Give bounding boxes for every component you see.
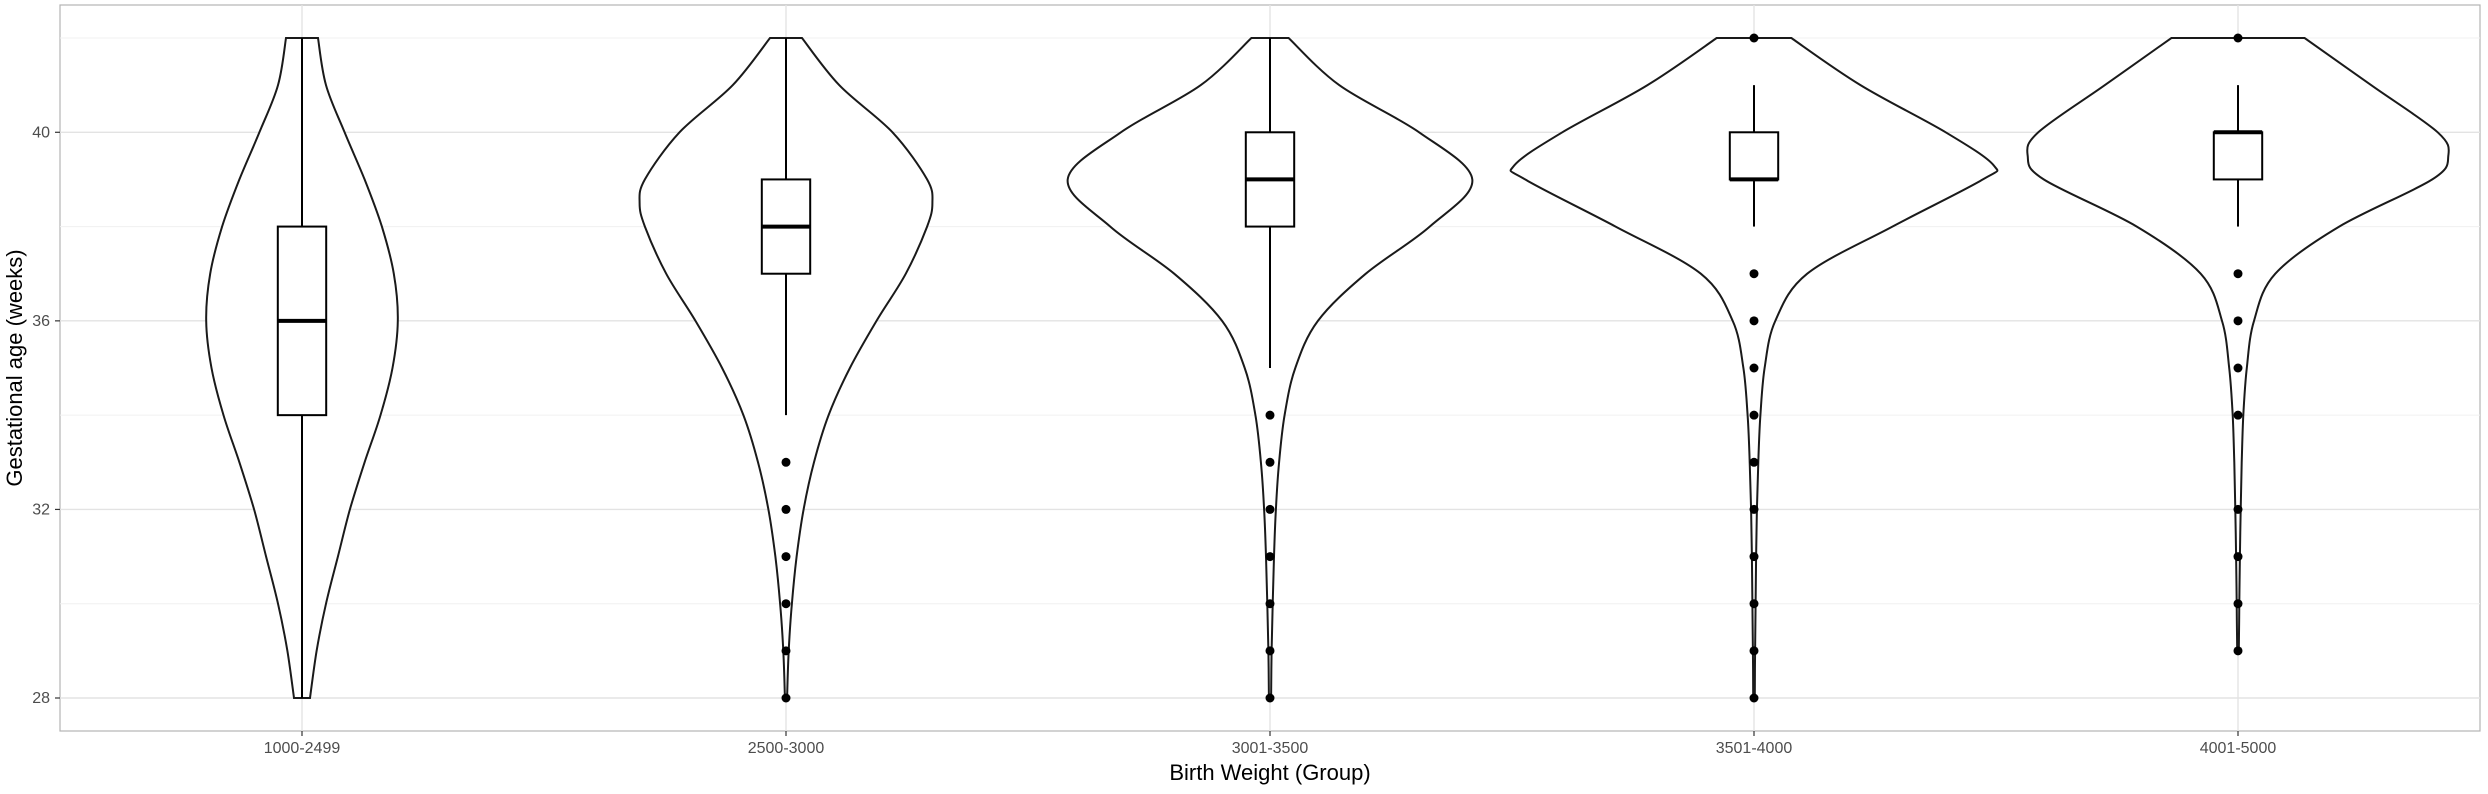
outlier-point (781, 552, 791, 562)
box-3501-4000 (1728, 131, 1780, 181)
x-tick-label: 3001-3500 (1232, 740, 1309, 757)
outlier-point (2233, 33, 2243, 43)
outlier-point (1265, 646, 1275, 656)
outlier-point (1749, 693, 1759, 703)
outlier-point (1749, 410, 1759, 420)
boxplots (276, 38, 2264, 698)
y-tick-label: 36 (32, 313, 50, 330)
outlier-point (1749, 33, 1759, 43)
outlier-point (1265, 552, 1275, 562)
outlier-point (781, 599, 791, 609)
outlier-point (2233, 504, 2243, 514)
outlier-point (1749, 363, 1759, 373)
outlier-point (2233, 410, 2243, 420)
outlier-points (781, 33, 2243, 703)
outlier-point (1749, 316, 1759, 326)
outlier-point (1749, 599, 1759, 609)
outlier-point (1265, 599, 1275, 609)
y-tick-label: 32 (32, 501, 50, 518)
y-tick-label: 28 (32, 690, 50, 707)
outlier-point (781, 457, 791, 467)
outlier-point (1749, 269, 1759, 279)
outlier-point (2233, 552, 2243, 562)
x-axis-title: Birth Weight (Group) (1169, 760, 1370, 785)
outlier-point (2233, 363, 2243, 373)
x-tick-label: 1000-2499 (264, 740, 341, 757)
outlier-point (2233, 599, 2243, 609)
outlier-point (2233, 646, 2243, 656)
outlier-point (781, 693, 791, 703)
outlier-point (2233, 269, 2243, 279)
box-4001-5000 (2212, 131, 2264, 181)
x-tick-label: 2500-3000 (748, 740, 825, 757)
x-axis-ticks: 1000-2499 2500-3000 3001-3500 3501-4000 4001… (264, 731, 2277, 757)
outlier-point (781, 504, 791, 514)
outlier-point (781, 646, 791, 656)
outlier-point (2233, 316, 2243, 326)
outlier-point (1265, 457, 1275, 467)
outlier-point (1265, 410, 1275, 420)
outlier-point (1749, 457, 1759, 467)
y-tick-label: 40 (32, 124, 50, 141)
outlier-point (1265, 693, 1275, 703)
y-axis-ticks: 28 32 36 40 (32, 124, 60, 707)
x-tick-label: 3501-4000 (1716, 740, 1793, 757)
outlier-point (1265, 504, 1275, 514)
violin-4001-5000 (2026, 37, 2450, 652)
outlier-point (1749, 552, 1759, 562)
x-tick-label: 4001-5000 (2200, 740, 2277, 757)
outlier-point (1749, 504, 1759, 514)
outlier-point (1749, 646, 1759, 656)
y-axis-title: Gestational age (weeks) (2, 249, 27, 486)
